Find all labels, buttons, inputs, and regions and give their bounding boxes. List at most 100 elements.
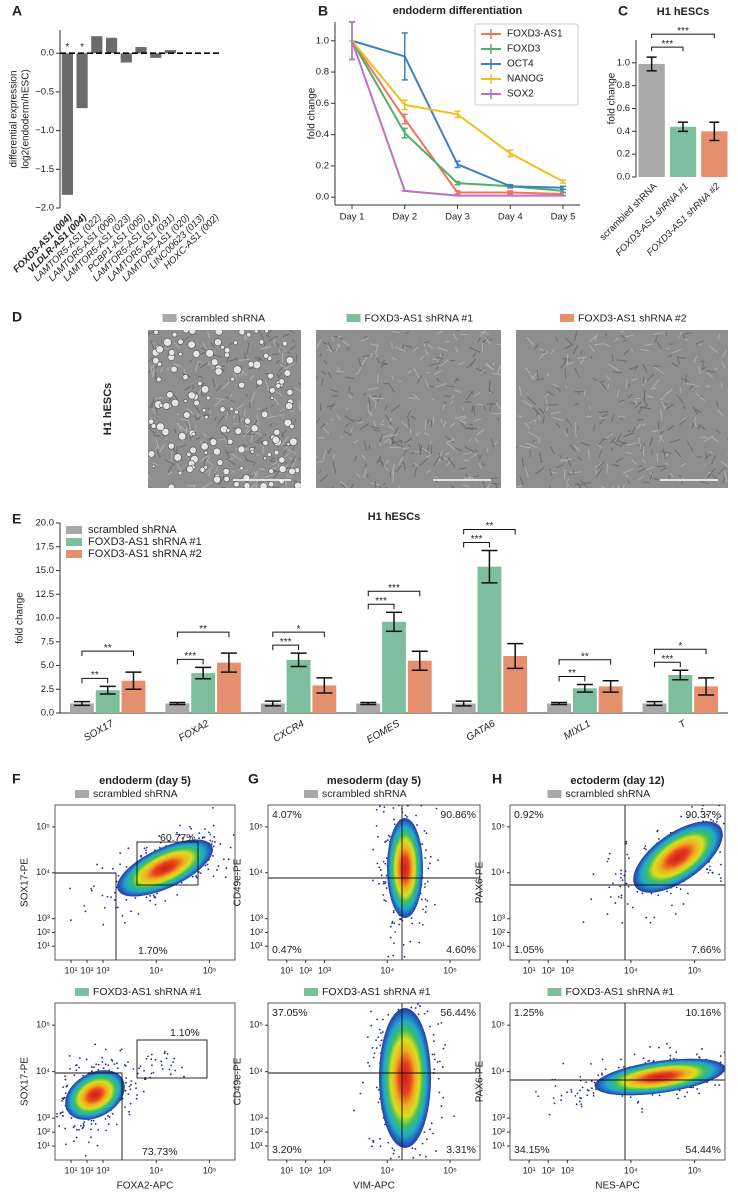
event-dot [632,907,634,909]
legend-label: FOXD3-AS1 shRNA #1 [88,536,202,548]
event-dot [88,1141,90,1143]
event-dot [143,1070,145,1072]
event-dot [620,1059,622,1061]
texture [301,487,307,491]
texture [150,417,153,418]
event-dot [425,898,427,900]
event-dot [119,863,121,865]
event-dot [145,849,147,851]
event-dot [370,1011,372,1013]
event-dot [597,1074,599,1076]
event-dot [727,807,729,809]
event-dot [147,1055,149,1057]
event-dot [373,1057,375,1059]
event-dot [416,795,418,797]
event-dot [102,867,104,869]
event-dot [415,1007,417,1009]
cell [190,447,197,454]
event-dot [130,1080,132,1082]
event-dot [428,790,430,792]
bar [106,38,117,53]
y-tick-label: 15.0 [36,565,55,576]
y-tick-label: 0.8 [617,80,630,91]
texture [612,487,613,493]
event-dot [643,1057,645,1059]
x-tick-label: 10⁵ [203,1165,217,1175]
texture [464,478,473,479]
event-dot [707,872,709,874]
cell [164,338,172,346]
y-tick-label: 2.5 [41,684,54,695]
event-dot [384,806,386,808]
y-axis-label: log2(endoderm/hESC) [21,69,32,169]
event-dot [83,1125,85,1127]
texture [643,377,644,384]
y-tick-label: 10.0 [36,613,55,624]
event-dot [714,1084,716,1086]
quadrant-label: 56.44% [440,1007,476,1019]
event-dot [393,807,395,809]
event-dot [641,1111,643,1113]
event-dot [675,1051,677,1053]
texture [669,475,670,480]
event-dot [32,1109,34,1111]
event-dot [367,1036,369,1038]
micrograph-bg [316,330,501,488]
x-tick-label: 10⁴ [149,965,163,975]
event-dot [618,1067,620,1069]
event-dot [399,800,401,802]
y-tick-label: 1.0 [617,57,630,68]
event-dot [537,1095,539,1097]
y-tick-label: 12.5 [36,589,55,600]
cell [269,469,274,474]
event-dot [733,876,735,878]
event-dot [677,1098,679,1100]
texture [465,402,471,403]
event-dot [213,836,215,838]
y-tick-label: −2.0 [35,203,54,214]
event-dot [415,802,417,804]
event-dot [626,854,628,856]
event-dot [367,1062,369,1064]
y-tick-label: 10¹ [37,941,50,951]
event-dot [407,941,409,943]
event-dot [61,1097,63,1099]
cell [201,386,209,394]
texture [586,416,592,417]
event-dot [571,1091,573,1093]
legend-swatch [560,314,574,322]
event-dot [112,1060,114,1062]
event-dot [410,1007,412,1009]
event-dot [125,1090,127,1092]
event-dot [555,1085,557,1087]
cell [272,436,279,443]
event-dot [64,1128,66,1130]
event-dot [393,1149,395,1151]
event-dot [590,898,592,900]
significance-label: *** [388,583,400,594]
cell [267,452,271,456]
cell [171,366,177,372]
texture [367,410,368,416]
event-dot [179,825,181,827]
event-dot [233,834,235,836]
event-dot [438,1078,440,1080]
event-dot [398,924,400,926]
event-dot [579,1090,581,1092]
event-dot [125,899,127,901]
bar [91,36,102,53]
event-dot [167,1053,169,1055]
y-tick-label: 10³ [250,913,263,923]
event-dot [49,1098,51,1100]
significance-label: *** [280,637,292,648]
event-dot [396,972,398,974]
event-dot [658,838,660,840]
event-dot [620,869,622,871]
significance-label: *** [184,651,196,662]
event-dot [93,1066,95,1068]
event-dot [83,905,85,907]
x-tick-label: 10⁵ [688,1165,702,1175]
y-tick-label: 10¹ [250,1140,263,1150]
event-dot [151,1054,153,1056]
x-tick-label: 10² [80,965,93,975]
